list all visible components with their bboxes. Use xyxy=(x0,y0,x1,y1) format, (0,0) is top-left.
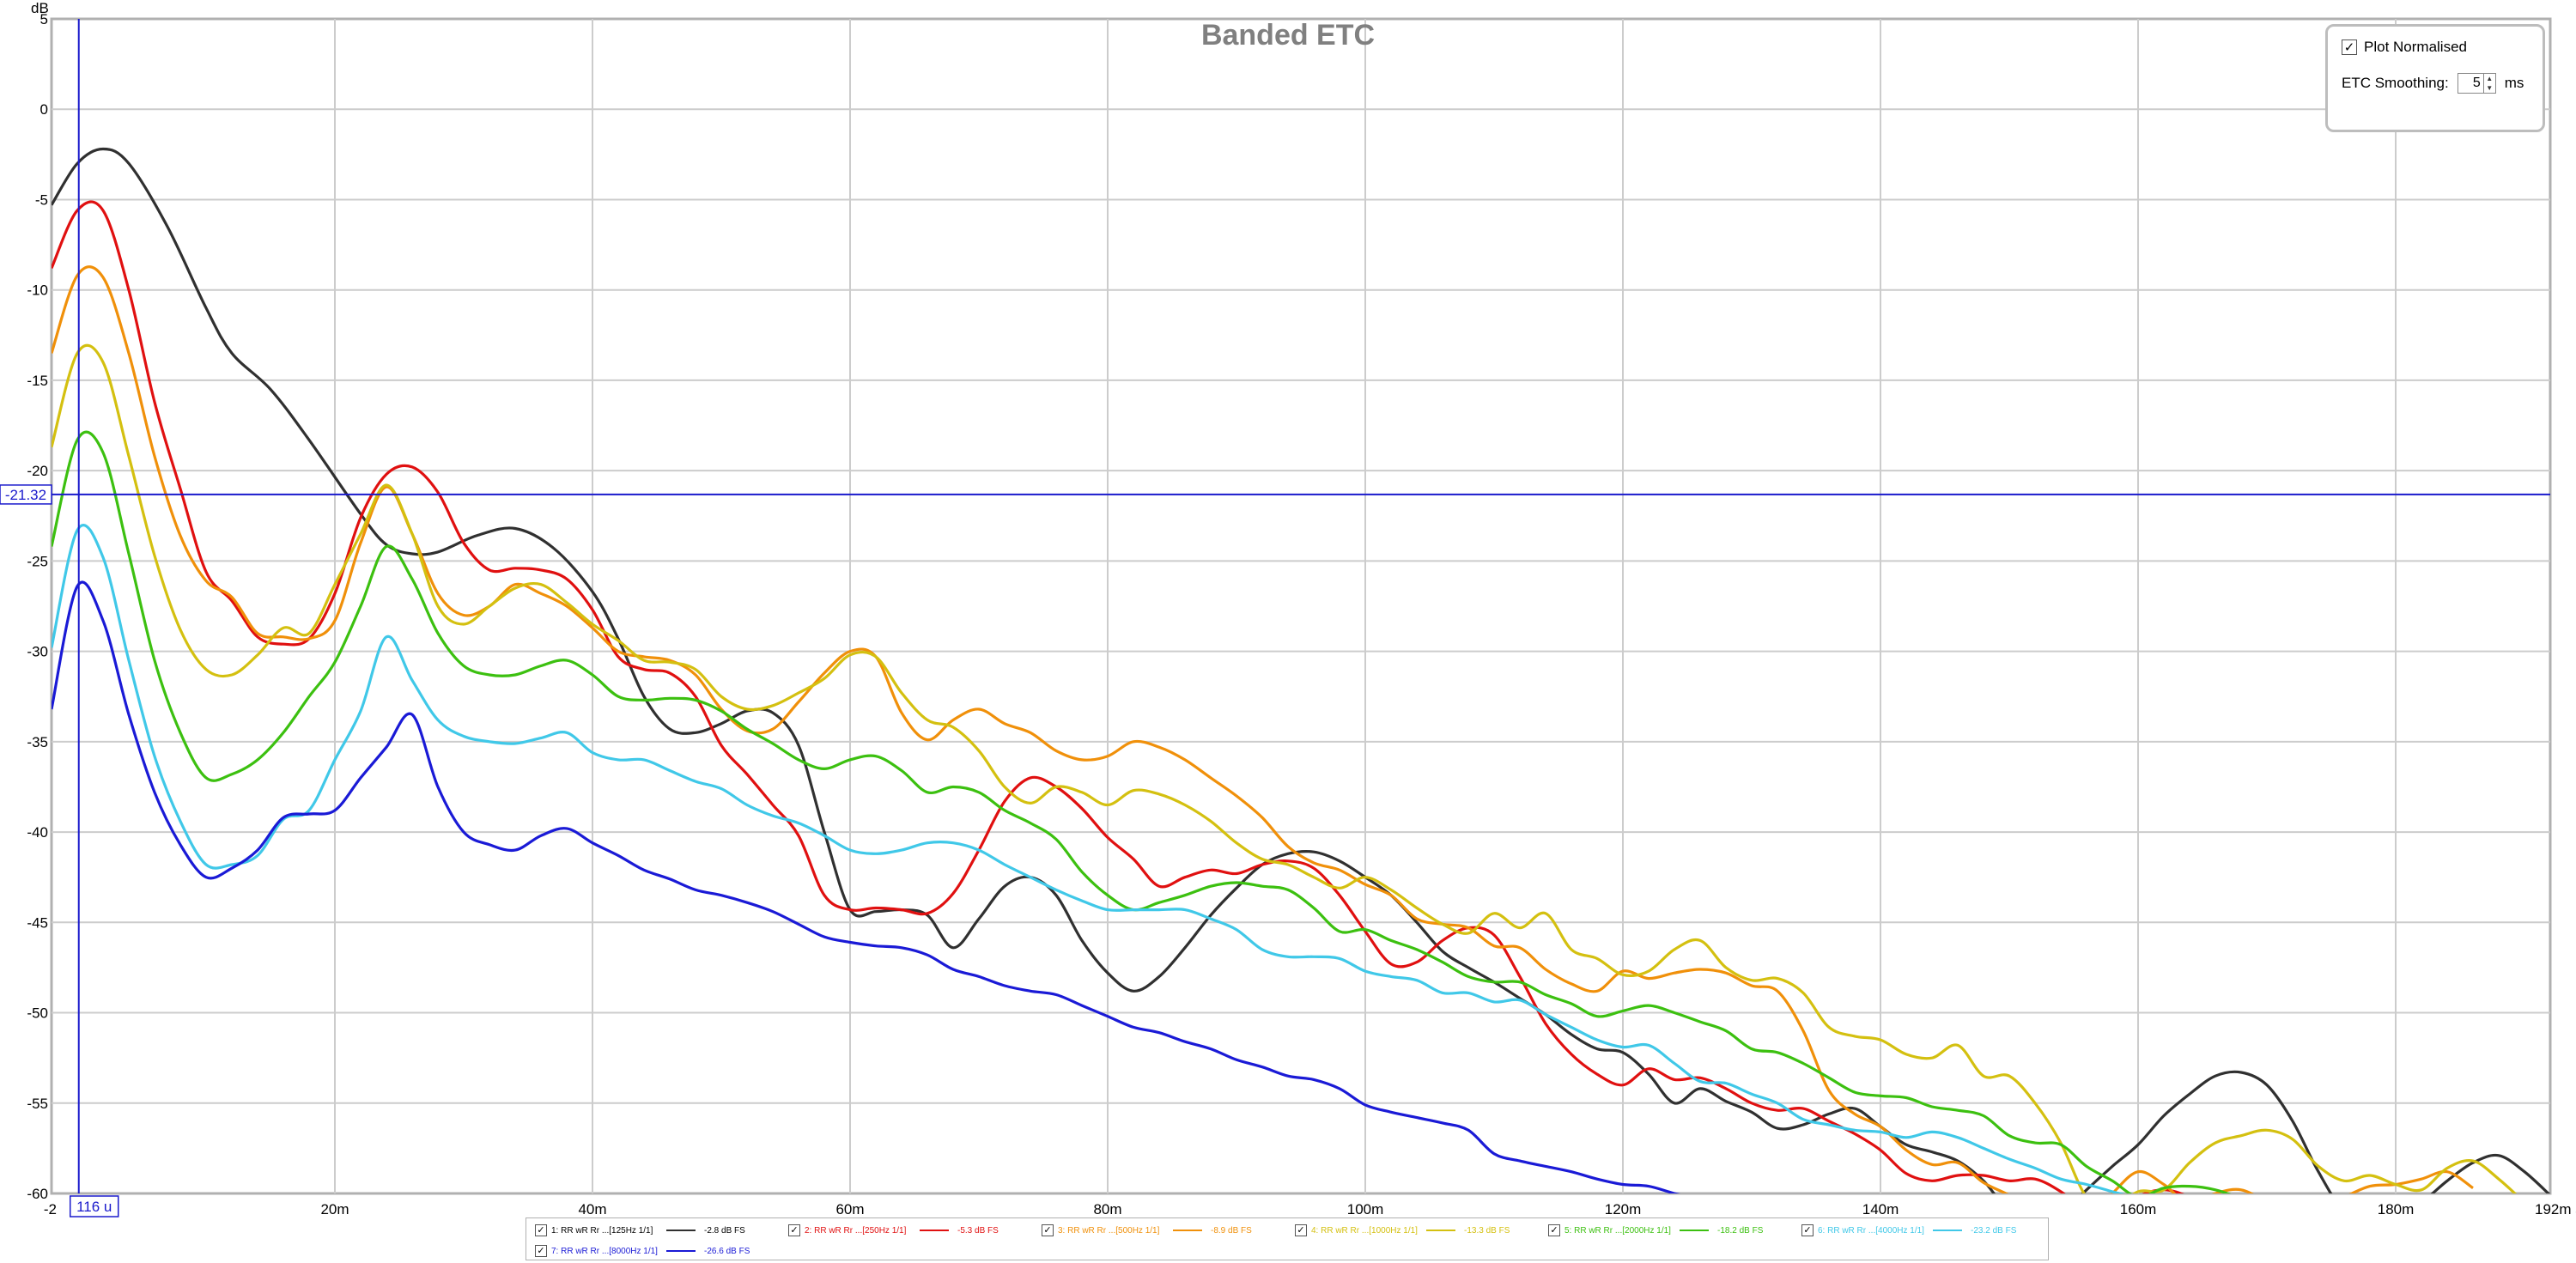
y-axis-label: dB xyxy=(31,0,49,16)
legend-level: -23.2 dB FS xyxy=(1971,1225,2017,1236)
legend-level: -26.6 dB FS xyxy=(704,1246,750,1256)
y-tick-label: -55 xyxy=(27,1096,48,1112)
legend-level: -13.3 dB FS xyxy=(1464,1225,1510,1236)
etc-smoothing-value[interactable]: 5 xyxy=(2472,76,2481,90)
y-tick-label: -35 xyxy=(27,734,48,750)
legend-series-name: 1: RR wR Rr ...[125Hz 1/1] xyxy=(551,1225,653,1236)
legend: ✓ 1: RR wR Rr ...[125Hz 1/1] -2.8 dB FS ✓ 2:… xyxy=(526,1217,2049,1260)
series-layer xyxy=(52,147,2550,1193)
chart-title: Banded ETC xyxy=(1201,19,1375,52)
x-tick-label: 120m xyxy=(1605,1201,1642,1217)
legend-checkbox[interactable]: ✓ xyxy=(535,1245,547,1257)
y-tick-label: 0 xyxy=(40,101,48,118)
grid xyxy=(50,17,2552,1195)
y-tick-label: 5 xyxy=(40,11,48,27)
legend-item-3[interactable]: ✓ 3: RR wR Rr ...[500Hz 1/1] -8.9 dB FS xyxy=(1042,1221,1252,1240)
legend-level: -5.3 dB FS xyxy=(957,1225,999,1236)
y-tick-label: -40 xyxy=(27,824,48,841)
legend-level: -18.2 dB FS xyxy=(1717,1225,1764,1236)
series-line-4 xyxy=(52,343,2518,1193)
plot-normalised-label: Plot Normalised xyxy=(2364,39,2467,55)
plot-frame xyxy=(50,17,2552,1195)
y-tick-label: -60 xyxy=(27,1186,48,1202)
cursor-y-readout-box xyxy=(0,484,52,505)
legend-checkbox[interactable]: ✓ xyxy=(1801,1224,1814,1236)
legend-item-6[interactable]: ✓ 6: RR wR Rr ...[4000Hz 1/1] -23.2 dB FS xyxy=(1801,1221,2016,1240)
series-line-6 xyxy=(52,524,2125,1193)
legend-swatch xyxy=(666,1230,696,1231)
legend-item-2[interactable]: ✓ 2: RR wR Rr ...[250Hz 1/1] -5.3 dB FS xyxy=(788,1221,999,1240)
x-tick-label: 140m xyxy=(1862,1201,1899,1217)
y-tick-label: -20 xyxy=(27,463,48,479)
legend-swatch xyxy=(1680,1230,1709,1231)
legend-level: -2.8 dB FS xyxy=(704,1225,745,1236)
y-tick-label: -15 xyxy=(27,373,48,389)
y-tick-label: -45 xyxy=(27,914,48,931)
legend-swatch xyxy=(1933,1230,1962,1231)
legend-level: -8.9 dB FS xyxy=(1211,1225,1252,1236)
etc-smoothing-unit: ms xyxy=(2504,75,2524,91)
etc-smoothing-label: ETC Smoothing: xyxy=(2342,75,2449,91)
axes: 5 0 -5 -10 -15 -20 -25 -30 -35 -40 -45 -50 -55 -60-2 2… xyxy=(27,11,2576,1217)
plot-normalised-row[interactable]: ✓ Plot Normalised xyxy=(2342,39,2467,56)
spin-down-icon[interactable]: ▼ xyxy=(2486,84,2494,92)
legend-checkbox[interactable]: ✓ xyxy=(1548,1224,1560,1236)
x-tick-label: -2 xyxy=(44,1201,57,1217)
x-tick-label: 180m xyxy=(2378,1201,2415,1217)
legend-series-name: 4: RR wR Rr ...[1000Hz 1/1] xyxy=(1311,1225,1418,1236)
legend-series-name: 5: RR wR Rr ...[2000Hz 1/1] xyxy=(1564,1225,1671,1236)
y-tick-label: -30 xyxy=(27,644,48,660)
x-tick-label: 20m xyxy=(320,1201,349,1217)
cursor-x-readout: 116 u xyxy=(76,1199,112,1215)
y-tick-label: -10 xyxy=(27,282,48,299)
cursor-y-readout: -21.32 xyxy=(5,487,46,503)
legend-checkbox[interactable]: ✓ xyxy=(1042,1224,1054,1236)
x-tick-label: 100m xyxy=(1347,1201,1384,1217)
legend-swatch xyxy=(920,1230,949,1231)
x-tick-label: 80m xyxy=(1093,1201,1121,1217)
legend-swatch xyxy=(1173,1230,1202,1231)
legend-item-5[interactable]: ✓ 5: RR wR Rr ...[2000Hz 1/1] -18.2 dB FS xyxy=(1548,1221,1763,1240)
legend-series-name: 7: RR wR Rr ...[8000Hz 1/1] xyxy=(551,1246,658,1256)
x-tick-label: 40m xyxy=(578,1201,606,1217)
cursor-x-readout-box xyxy=(69,1195,119,1217)
legend-checkbox[interactable]: ✓ xyxy=(535,1224,547,1236)
series-line-7 xyxy=(52,580,1681,1193)
spin-up-icon[interactable]: ▲ xyxy=(2486,75,2494,82)
legend-series-name: 6: RR wR Rr ...[4000Hz 1/1] xyxy=(1818,1225,1924,1236)
series-line-2 xyxy=(52,200,2185,1193)
legend-swatch xyxy=(1426,1230,1455,1231)
series-line-1 xyxy=(52,147,2550,1193)
legend-swatch xyxy=(666,1250,696,1252)
series-line-3 xyxy=(52,265,2474,1193)
plot-controls-panel: ✓ Plot Normalised ETC Smoothing: 5 ▲ ▼ m… xyxy=(2325,24,2545,132)
legend-series-name: 3: RR wR Rr ...[500Hz 1/1] xyxy=(1058,1225,1160,1236)
x-tick-label: 160m xyxy=(2120,1201,2157,1217)
legend-checkbox[interactable]: ✓ xyxy=(1295,1224,1307,1236)
legend-checkbox[interactable]: ✓ xyxy=(788,1224,800,1236)
y-tick-label: -50 xyxy=(27,1005,48,1022)
x-tick-label: 60m xyxy=(835,1201,864,1217)
legend-item-1[interactable]: ✓ 1: RR wR Rr ...[125Hz 1/1] -2.8 dB FS xyxy=(535,1221,745,1240)
legend-item-7[interactable]: ✓ 7: RR wR Rr ...[8000Hz 1/1] -26.6 dB FS xyxy=(535,1242,750,1260)
plot-normalised-checkbox[interactable]: ✓ xyxy=(2342,39,2357,55)
etc-smoothing-row: ETC Smoothing: 5 ▲ ▼ ms xyxy=(2342,73,2524,94)
legend-item-4[interactable]: ✓ 4: RR wR Rr ...[1000Hz 1/1] -13.3 dB FS xyxy=(1295,1221,1510,1240)
y-tick-label: -5 xyxy=(35,191,48,208)
x-tick-label: 192m s xyxy=(2535,1201,2576,1217)
spinner-arrows: ▲ ▼ xyxy=(2482,74,2495,93)
series-line-5 xyxy=(52,430,2232,1193)
cursor[interactable]: -21.32 116 u xyxy=(0,19,2550,1217)
y-tick-label: -25 xyxy=(27,553,48,569)
legend-series-name: 2: RR wR Rr ...[250Hz 1/1] xyxy=(805,1225,907,1236)
etc-smoothing-spinner[interactable]: 5 ▲ ▼ xyxy=(2457,73,2496,94)
